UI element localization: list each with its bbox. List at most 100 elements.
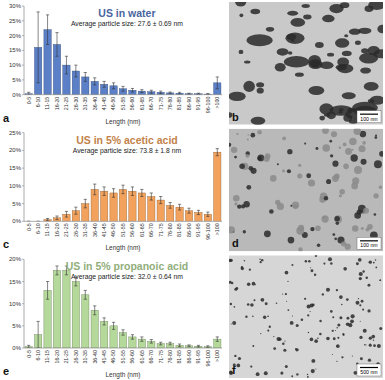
error-cap [178,344,181,345]
scale-bar-label: 100 nm [360,242,377,248]
particle [329,140,332,143]
error-bar [84,290,87,299]
bar [72,282,79,349]
bar [63,270,70,348]
error-cap [159,93,162,94]
x-tick-label: 96-100 [205,97,211,114]
particle [332,161,338,167]
particle [323,263,325,265]
particle [232,321,236,325]
error-bar [197,210,200,214]
particle [363,208,369,214]
error-cap [159,91,162,92]
panel-label: d [232,237,239,249]
error-cap [103,87,106,88]
particle [245,154,249,158]
error-cap [37,321,40,322]
particle [362,270,364,272]
panel-label: c [3,238,9,250]
error-line [75,207,76,214]
particle [358,258,362,262]
particle [243,81,255,92]
particle [290,18,305,27]
error-cap [121,86,124,87]
error-bar [159,91,162,93]
scale-bar-box [357,364,381,376]
scale-bar-box [357,237,381,249]
error-line [132,88,133,92]
chart-subtitle: Average particle size: 73.8 ± 1.8 nm [73,147,182,155]
particle [310,311,311,312]
particle [287,309,289,311]
error-cap [216,148,219,149]
micrograph-background [229,2,383,125]
x-tick-label: 16-20 [54,223,60,237]
bars [25,266,221,348]
error-bar [131,187,134,196]
particle [331,131,337,137]
particle [359,272,363,276]
particle [288,237,295,244]
particle [348,323,352,327]
x-tick-label: 51-55 [120,223,126,237]
error-line [75,65,76,77]
error-bar [159,197,162,204]
particle [334,237,337,240]
particle [244,61,250,64]
particle [339,194,342,197]
error-line [141,90,142,93]
x-tick-label: 31-35 [82,223,88,237]
error-line [104,187,105,196]
particle [277,48,289,55]
x-tick-label: 71-75 [158,350,164,364]
particle [257,156,261,160]
particle [314,339,318,343]
error-line [47,15,48,45]
particle [375,267,377,269]
error-line [123,185,124,194]
particle [241,266,243,268]
particle [311,359,315,363]
particle [333,337,336,340]
bar [44,290,51,348]
x-axis [24,221,222,222]
error-bar [121,86,124,91]
error-cap [216,88,219,89]
particle [341,356,343,358]
particle [231,324,232,325]
x-tick-label: 91-95 [195,97,201,111]
error-cap [103,81,106,82]
particle [343,334,345,336]
error-cap [74,65,77,66]
particle [322,293,324,295]
x-tick-label: 41-45 [101,97,107,111]
error-bar [27,92,30,94]
particle [351,183,358,190]
particle [246,185,251,190]
particle [234,202,237,205]
bar [214,152,221,221]
particle [374,136,377,139]
error-cap [140,341,143,342]
error-cap [178,204,181,205]
particle [379,280,380,281]
micrograph [229,255,383,378]
error-cap [46,44,49,45]
error-line [151,340,152,344]
error-cap [140,89,143,90]
x-tick-label: 21-25 [63,97,69,111]
error-line [38,321,39,348]
particle [314,274,316,276]
error-cap [84,199,87,200]
particle [252,345,254,347]
x-tick-label: 0-5 [26,350,32,358]
particle [234,156,237,159]
error-bar [169,342,172,345]
particle [287,11,298,16]
particle [229,92,246,101]
particle [362,141,366,145]
particle [351,314,355,318]
scale-bar [360,367,378,368]
particle [326,179,331,184]
particle [326,288,330,292]
